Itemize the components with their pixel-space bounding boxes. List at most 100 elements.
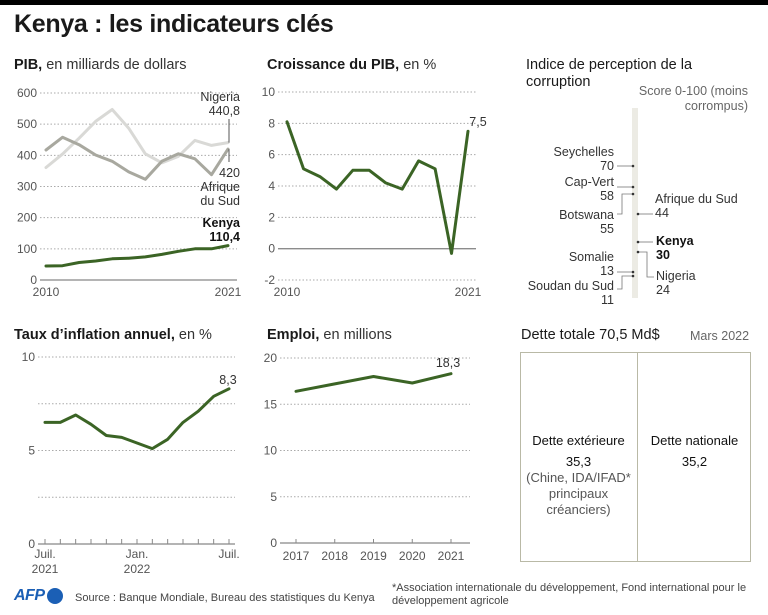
gdp_growth-y-tick-label: 2 bbox=[268, 210, 275, 224]
gdp_growth-y-tick-label: 8 bbox=[268, 116, 275, 130]
cpi-subtitle: Score 0-100 (moins corrompus) bbox=[638, 84, 748, 113]
cpi-value-botswana: 55 bbox=[600, 222, 614, 236]
cpi-value-afrique-du-sud: 44 bbox=[655, 206, 669, 220]
cpi-label-afrique-du-sud: Afrique du Sud bbox=[655, 192, 738, 206]
page-title: Kenya : les indicateurs clés bbox=[14, 10, 334, 38]
gdp-y-tick-label: 400 bbox=[17, 148, 37, 162]
gdp_growth-y-tick-label: 6 bbox=[268, 148, 275, 162]
gdp-series-kenya bbox=[44, 244, 230, 268]
afp-logo-dot-icon bbox=[46, 588, 63, 604]
employment-x-tick-label: 2017 bbox=[283, 549, 310, 563]
cpi-title: Indice de perception de la corruption bbox=[526, 57, 693, 90]
gdp-label-kenya-value: 110,4 bbox=[209, 230, 240, 244]
gdp-label-sa-value: 420 bbox=[219, 166, 240, 180]
afp-logo: AFP bbox=[14, 587, 63, 605]
employment-y-tick-label: 20 bbox=[264, 351, 278, 365]
cpi-leader-botswana bbox=[617, 193, 633, 215]
cpi-leader-nigeria bbox=[638, 251, 654, 278]
cpi-point-cap-vert bbox=[631, 185, 635, 189]
cpi-label-cap-vert: Cap-Vert bbox=[565, 175, 615, 189]
gdp-y-tick-label: 500 bbox=[17, 117, 37, 131]
inflation-title-sub: en % bbox=[178, 327, 212, 343]
inflation-series-kenya bbox=[43, 387, 231, 451]
cpi-label-somalie: Somalie bbox=[569, 250, 614, 264]
inflation-end-label: 8,3 bbox=[219, 373, 236, 387]
inflation-x-tick-label-year: 2022 bbox=[124, 562, 151, 576]
cpi-point-afrique-du-sud bbox=[636, 212, 640, 216]
gdp_growth-y-tick-label: 0 bbox=[268, 242, 275, 256]
inflation-title-bold: Taux d’inflation annuel, bbox=[14, 327, 175, 343]
cpi-point-nigeria bbox=[636, 250, 640, 254]
cpi-point-somalie bbox=[631, 270, 635, 274]
inflation-x-tick-label: Jan. bbox=[126, 547, 149, 561]
external-debt-value: 35,3 bbox=[565, 454, 592, 469]
debt-divider bbox=[637, 352, 638, 562]
gdp_growth-y-tick-label: 4 bbox=[268, 179, 275, 193]
gdp_growth-y-tick-label: 10 bbox=[262, 85, 276, 99]
gdp-series-afrique-du-sud bbox=[44, 135, 230, 181]
cpi-value-cap-vert: 58 bbox=[600, 189, 614, 203]
cpi-label-seychelles: Seychelles bbox=[554, 145, 614, 159]
cpi-value-nigeria: 24 bbox=[656, 283, 670, 297]
gdp-label-kenya-name: Kenya bbox=[202, 216, 241, 230]
gdp-y-tick-label: 100 bbox=[17, 242, 37, 256]
inflation-x-tick-label-year: 2021 bbox=[32, 562, 59, 576]
cpi-label-nigeria: Nigeria bbox=[656, 269, 696, 283]
domestic-debt: Dette nationale 35,2 bbox=[638, 433, 751, 470]
employment-x-tick-label: 2020 bbox=[399, 549, 426, 563]
gdp-series-nigeria bbox=[44, 108, 230, 169]
cpi-point-seychelles bbox=[631, 164, 635, 168]
top-bar bbox=[0, 0, 768, 5]
cpi-point-botswana bbox=[631, 192, 635, 196]
debt-date: Mars 2022 bbox=[690, 329, 750, 343]
cpi-value-kenya: 30 bbox=[656, 248, 670, 262]
inflation-y-tick-label: 5 bbox=[28, 444, 35, 458]
footnote-text: *Association internationale du développe… bbox=[392, 582, 747, 607]
employment-chart-title: Emploi, en millions bbox=[267, 327, 392, 343]
external-debt-note-2: principaux bbox=[548, 486, 609, 501]
external-debt-name: Dette extérieure bbox=[532, 433, 625, 448]
growth-title-bold: Croissance du PIB, bbox=[267, 57, 400, 73]
employment-y-tick-label: 10 bbox=[264, 444, 278, 458]
cpi-value-soudan-du-sud: 11 bbox=[601, 293, 614, 307]
employment-title-bold: Emploi, bbox=[267, 327, 320, 343]
gdp-title-bold: PIB, bbox=[14, 57, 43, 73]
cpi-value-seychelles: 70 bbox=[600, 159, 614, 173]
external-debt: Dette extérieure 35,3 (Chine, IDA/IFAD* … bbox=[520, 433, 637, 518]
external-debt-note-3: créanciers) bbox=[546, 502, 611, 517]
employment-y-tick-label: 15 bbox=[264, 397, 278, 411]
employment-x-tick-label: 2018 bbox=[321, 549, 348, 563]
domestic-debt-name: Dette nationale bbox=[650, 433, 739, 448]
inflation-chart-title: Taux d’inflation annuel, en % bbox=[14, 327, 212, 343]
employment-end-label: 18,3 bbox=[436, 356, 460, 370]
cpi-value-somalie: 13 bbox=[600, 264, 614, 278]
cpi-scale-bar bbox=[632, 108, 638, 298]
cpi-label-botswana: Botswana bbox=[559, 208, 614, 222]
gdp-x-tick-label: 2010 bbox=[33, 285, 60, 299]
gdp-title-sub: en milliards de dollars bbox=[46, 57, 187, 73]
employment-y-tick-label: 5 bbox=[270, 490, 277, 504]
gdp-y-tick-label: 300 bbox=[17, 180, 37, 194]
growth-title-sub: en % bbox=[403, 57, 437, 73]
external-debt-note-1: (Chine, IDA/IFAD* bbox=[526, 470, 631, 485]
cpi-point-soudan-du-sud bbox=[631, 274, 635, 278]
employment-title-sub: en millions bbox=[323, 327, 392, 343]
inflation-y-tick-label: 10 bbox=[22, 350, 36, 364]
gdp-y-tick-label: 600 bbox=[17, 86, 37, 100]
gdp_growth-series-kenya bbox=[285, 120, 470, 255]
gdp-y-tick-label: 200 bbox=[17, 211, 37, 225]
growth-x-tick-label: 2010 bbox=[274, 285, 301, 299]
cpi-label-soudan-du-sud: Soudan du Sud bbox=[528, 279, 614, 293]
cpi-label-kenya: Kenya bbox=[656, 234, 695, 248]
gdp-x-tick-label: 2021 bbox=[215, 285, 242, 299]
cpi-leader-soudan-du-sud bbox=[617, 275, 633, 290]
source-text: Source : Banque Mondiale, Bureau des sta… bbox=[75, 592, 375, 604]
domestic-debt-value: 35,2 bbox=[681, 454, 708, 469]
gdp-y-tick-label: 0 bbox=[30, 273, 37, 287]
growth-x-tick-label: 2021 bbox=[455, 285, 482, 299]
employment-x-tick-label: 2021 bbox=[438, 549, 465, 563]
debt-title: Dette totale 70,5 Md$ bbox=[521, 327, 660, 343]
gdp_growth-y-tick-label: -2 bbox=[264, 273, 275, 287]
gdp-label-sa-name-2: du Sud bbox=[200, 194, 240, 208]
